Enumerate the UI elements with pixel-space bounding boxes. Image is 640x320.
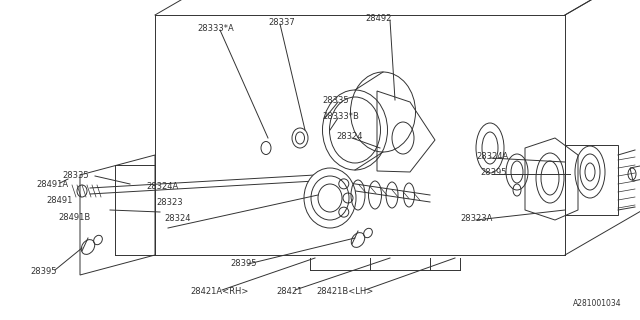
Text: 28395: 28395 <box>480 167 506 177</box>
Text: 28421: 28421 <box>276 287 302 297</box>
Text: 28491A: 28491A <box>36 180 68 188</box>
Text: 28491: 28491 <box>46 196 72 204</box>
Text: 28421A<RH>: 28421A<RH> <box>190 287 248 297</box>
Text: A281001034: A281001034 <box>573 299 622 308</box>
Text: 28492: 28492 <box>365 13 392 22</box>
Text: 28421B<LH>: 28421B<LH> <box>316 287 373 297</box>
Ellipse shape <box>304 168 356 228</box>
Text: 28395: 28395 <box>230 260 257 268</box>
Text: 28491B: 28491B <box>58 212 90 221</box>
Text: 28324A: 28324A <box>476 151 508 161</box>
Text: 28337: 28337 <box>268 18 295 27</box>
Text: 28333*A: 28333*A <box>197 23 234 33</box>
Text: 28324A: 28324A <box>146 181 179 190</box>
Text: 28333*B: 28333*B <box>322 111 359 121</box>
Text: 28335: 28335 <box>322 95 349 105</box>
Text: 28324: 28324 <box>164 213 191 222</box>
Text: 28323A: 28323A <box>460 213 492 222</box>
Text: 28324: 28324 <box>336 132 362 140</box>
Text: 28395: 28395 <box>30 268 56 276</box>
Text: 28335: 28335 <box>62 171 88 180</box>
Text: 28323: 28323 <box>156 197 182 206</box>
